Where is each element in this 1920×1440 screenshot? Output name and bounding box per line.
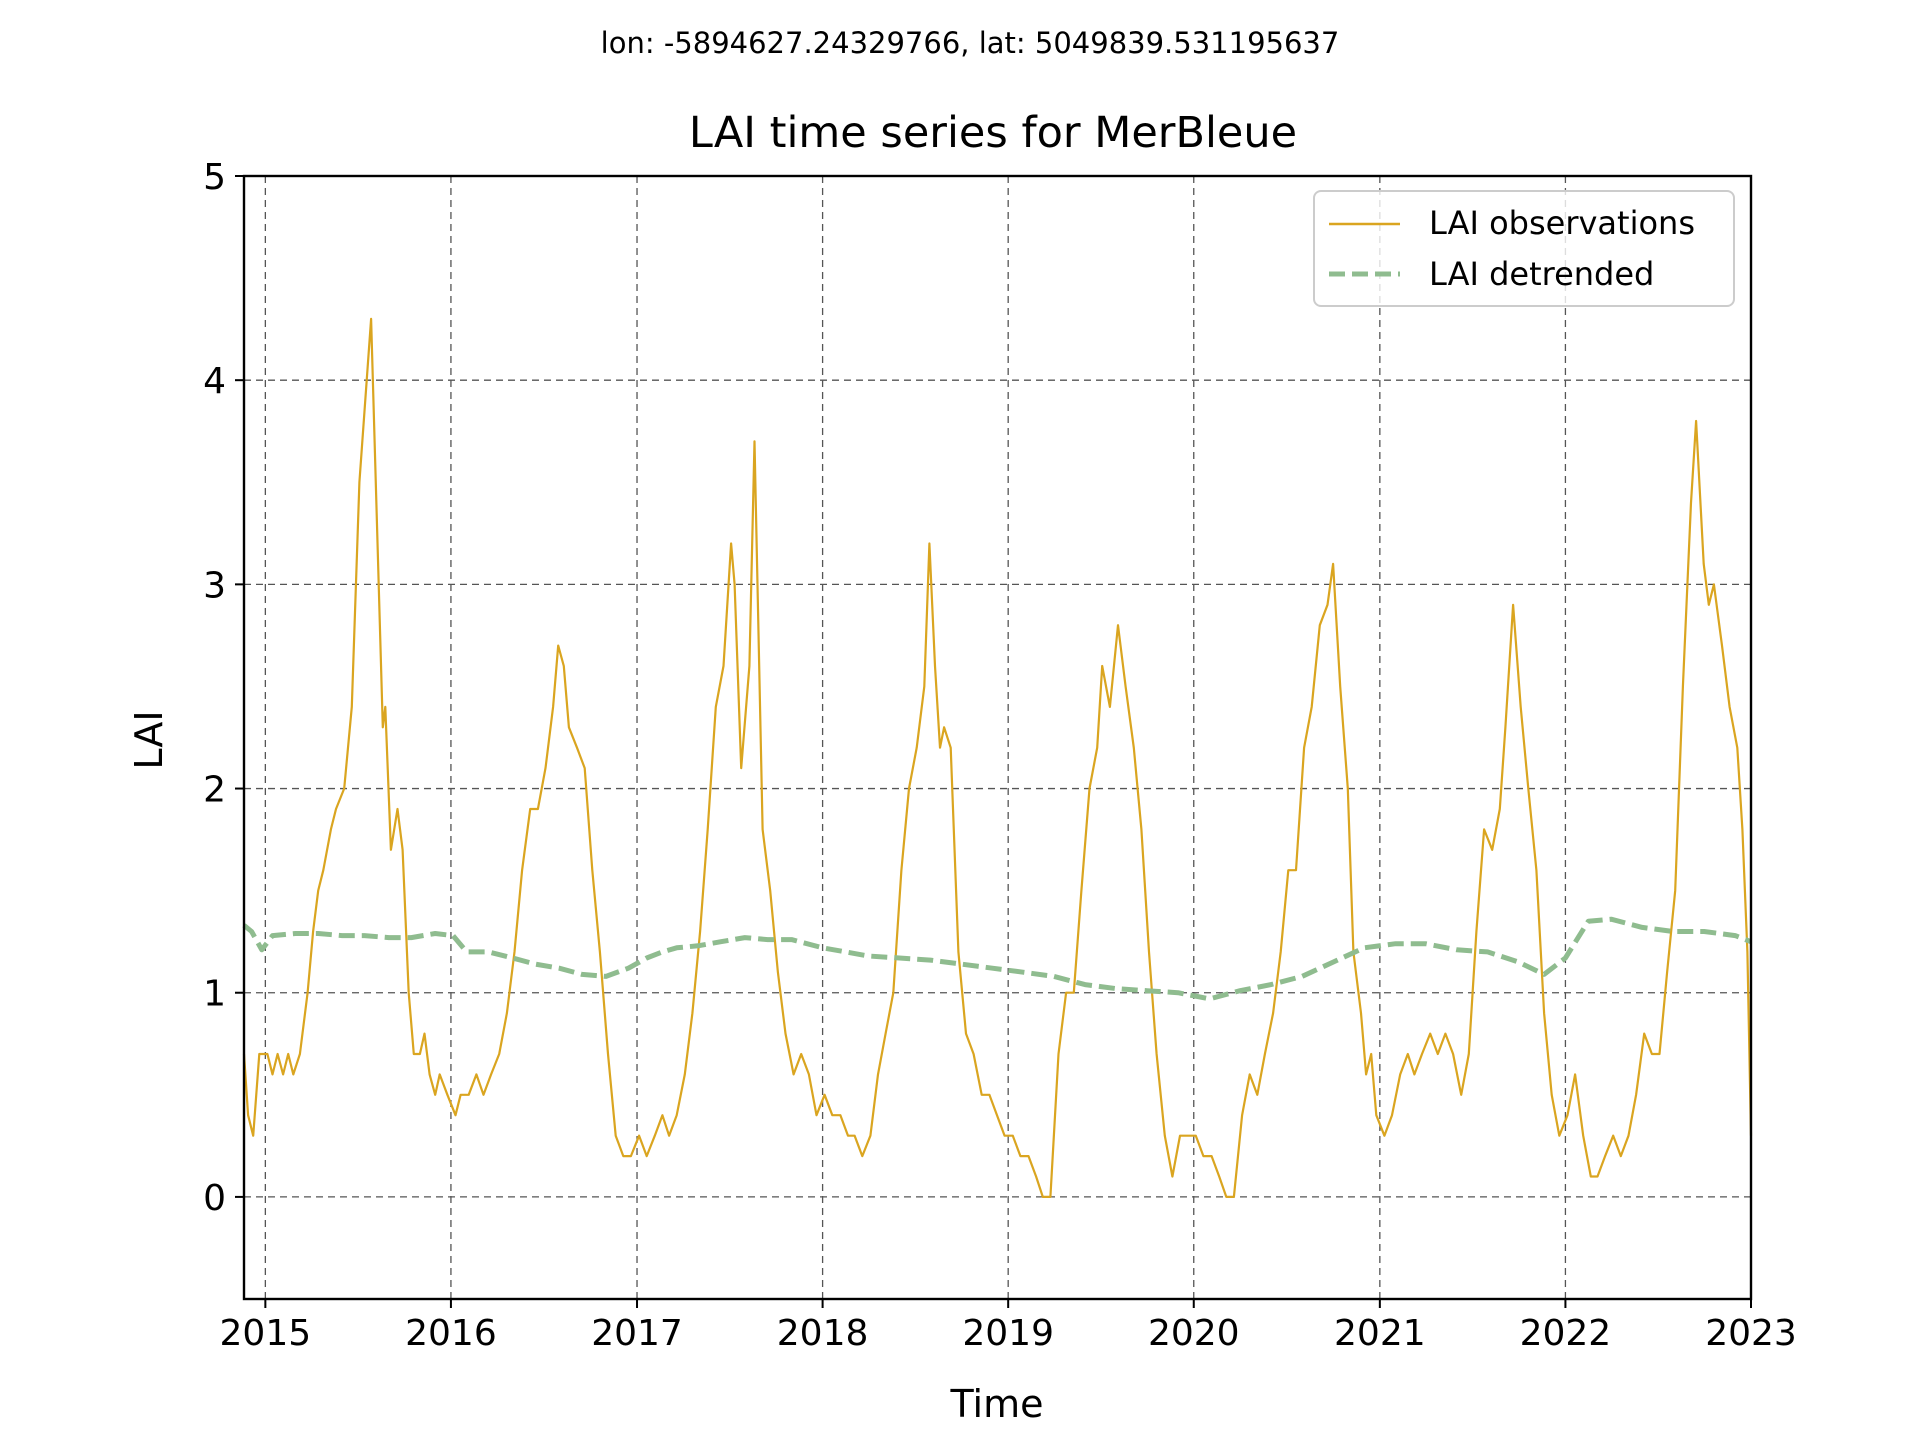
y-tick-label-5: 5 (203, 157, 226, 198)
series-lines (242, 317, 1753, 1198)
y-tick-label-0: 0 (203, 1178, 226, 1219)
legend-box (1313, 190, 1735, 307)
y-tick-label-4: 4 (203, 361, 226, 402)
chart-suptitle: lon: -5894627.24329766, lat: 5049839.531… (601, 26, 1340, 60)
legend-label-detrended: LAI detrended (1429, 255, 1654, 293)
x-tick-label-2018: 2018 (777, 1313, 869, 1354)
legend: LAI observations LAI detrended (1313, 190, 1735, 307)
series-line-observations (242, 317, 1753, 1198)
series-line-detrended (242, 916, 1752, 1002)
chart-title: LAI time series for MerBleue (689, 108, 1297, 158)
x-tick-label-2021: 2021 (1334, 1313, 1426, 1354)
legend-label-observations: LAI observations (1429, 204, 1695, 242)
plot-frame (242, 174, 1753, 1301)
y-tick-label-2: 2 (203, 770, 226, 811)
x-tick-label-2019: 2019 (962, 1313, 1054, 1354)
x-axis-label: Time (950, 1382, 1044, 1426)
x-tick-label-2020: 2020 (1148, 1313, 1240, 1354)
y-tick-label-3: 3 (203, 565, 226, 606)
x-tick-label-2017: 2017 (591, 1313, 683, 1354)
y-axis-label: LAI (127, 710, 171, 769)
axis-ticks: 2015 2016 2017 2018 2019 2020 2021 2022 2023 0 1 2 3… (203, 157, 1797, 1354)
x-tick-label-2015: 2015 (220, 1313, 312, 1354)
x-tick-label-2022: 2022 (1520, 1313, 1612, 1354)
x-tick-label-2023: 2023 (1705, 1313, 1797, 1354)
x-tick-label-2016: 2016 (405, 1313, 497, 1354)
y-tick-label-1: 1 (203, 974, 226, 1015)
